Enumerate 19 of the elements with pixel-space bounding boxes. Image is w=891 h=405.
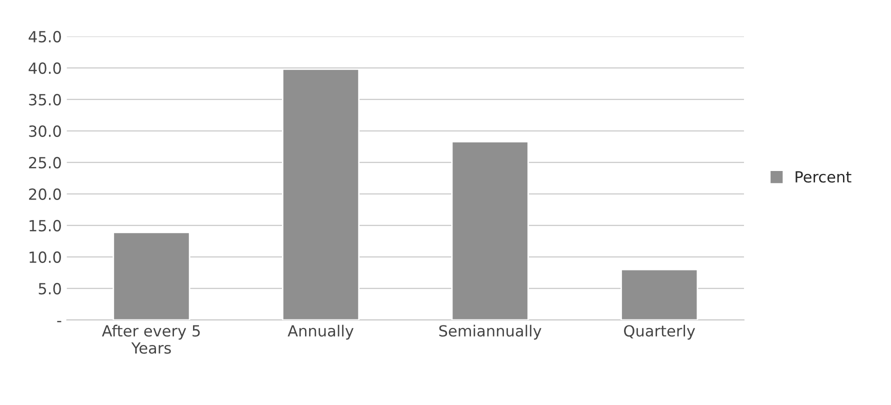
- legend-label: Percent: [796, 171, 852, 183]
- y-tick-label: -: [57, 320, 62, 322]
- x-tick-label: Semiannually: [439, 324, 542, 340]
- bar: [451, 140, 529, 320]
- y-tick-label: 35.0: [29, 94, 61, 106]
- x-tick-label: After every 5 Years: [102, 324, 200, 354]
- y-tick-label: 10.0: [30, 251, 61, 263]
- y-tick-label: 25.0: [29, 156, 61, 168]
- y-tick-label: 30.0: [29, 125, 61, 137]
- bar: [112, 232, 190, 320]
- x-tick-label: Annually: [288, 324, 354, 340]
- y-tick-label: 5.0: [38, 282, 61, 294]
- y-tick-label: 15.0: [30, 220, 61, 232]
- bar: [282, 68, 360, 320]
- x-tick-label: Quarterly: [624, 324, 696, 340]
- y-tick-label: 20.0: [29, 188, 61, 200]
- y-tick-label: 45.0: [28, 30, 61, 42]
- bar: [620, 268, 698, 320]
- y-tick-label: 40.0: [28, 62, 61, 74]
